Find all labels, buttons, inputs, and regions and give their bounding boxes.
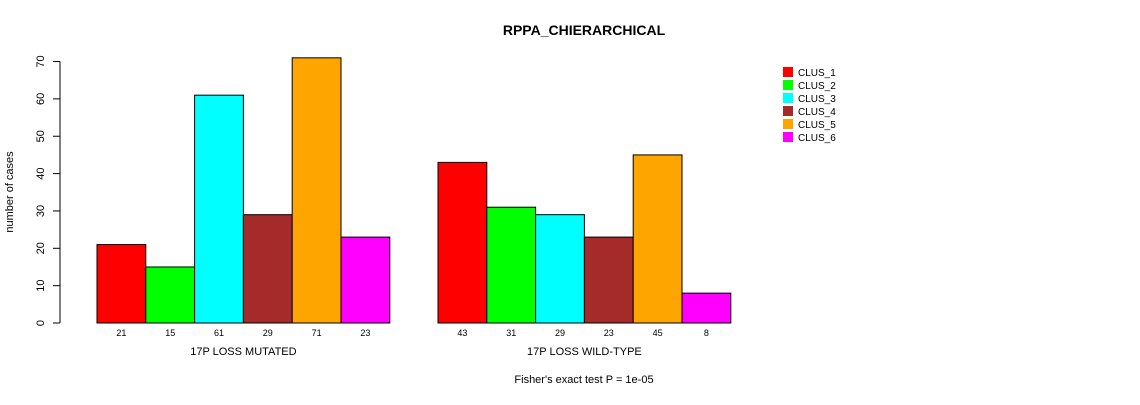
bars: 21 15 61 29 71 23 43 31 29 23 45 8 [96,57,732,338]
bar [486,206,537,324]
bar [681,292,732,324]
footnote: Fisher's exact test P = 1e-05 [514,374,653,386]
group-label: 17P LOSS MUTATED [190,346,296,358]
bar-value-label: 23 [360,328,370,338]
bar-value-label: 31 [506,328,516,338]
legend-swatch [783,80,793,90]
bar-value-label: 15 [165,328,175,338]
bar [145,266,196,324]
legend-label: CLUS_1 [798,68,836,79]
legend-swatch [783,119,793,129]
legend-swatch [783,106,793,116]
bar [437,161,488,324]
bar [340,236,391,324]
legend-label: CLUS_2 [798,81,836,92]
bar-value-label: 8 [704,328,709,338]
y-tick-label: 70 [35,55,47,67]
y-tick-label: 0 [35,320,47,326]
bar [291,57,342,324]
legend-swatch [783,132,793,142]
y-axis: 0 10 20 30 40 50 60 70 [35,55,61,326]
legend-label: CLUS_3 [798,94,836,105]
bar-value-label: 29 [263,328,273,338]
bar-value-label: 29 [555,328,565,338]
bar [242,214,293,324]
legend-label: CLUS_6 [798,133,836,144]
y-tick-label: 30 [35,205,47,217]
legend-label: CLUS_5 [798,120,836,131]
group-labels: 17P LOSS MUTATED 17P LOSS WILD-TYPE [190,346,642,358]
bar [583,236,634,324]
y-tick-label: 10 [35,280,47,292]
y-axis-label: number of cases [4,151,16,233]
bar [194,94,244,324]
y-tick-label: 50 [35,130,47,142]
legend-label: CLUS_4 [798,107,836,118]
y-tick-label: 40 [35,167,47,179]
bar-value-label: 71 [312,328,322,338]
y-tick-label: 20 [35,242,47,254]
bar [96,244,147,324]
group-label: 17P LOSS WILD-TYPE [527,346,642,358]
legend-swatch [783,67,793,77]
bar [535,214,585,324]
bar-value-label: 61 [214,328,224,338]
bar-value-label: 43 [457,328,467,338]
legend-swatch [783,93,793,103]
bar-value-label: 23 [604,328,614,338]
y-tick-label: 60 [35,93,47,105]
legend: CLUS_1 CLUS_2 CLUS_3 CLUS_4 CLUS_5 CLUS_6 [783,67,836,144]
bar [632,154,683,324]
bar-value-label: 21 [116,328,126,338]
chart-title: RPPA_CHIERARCHICAL [503,22,666,38]
bar-value-label: 45 [653,328,663,338]
